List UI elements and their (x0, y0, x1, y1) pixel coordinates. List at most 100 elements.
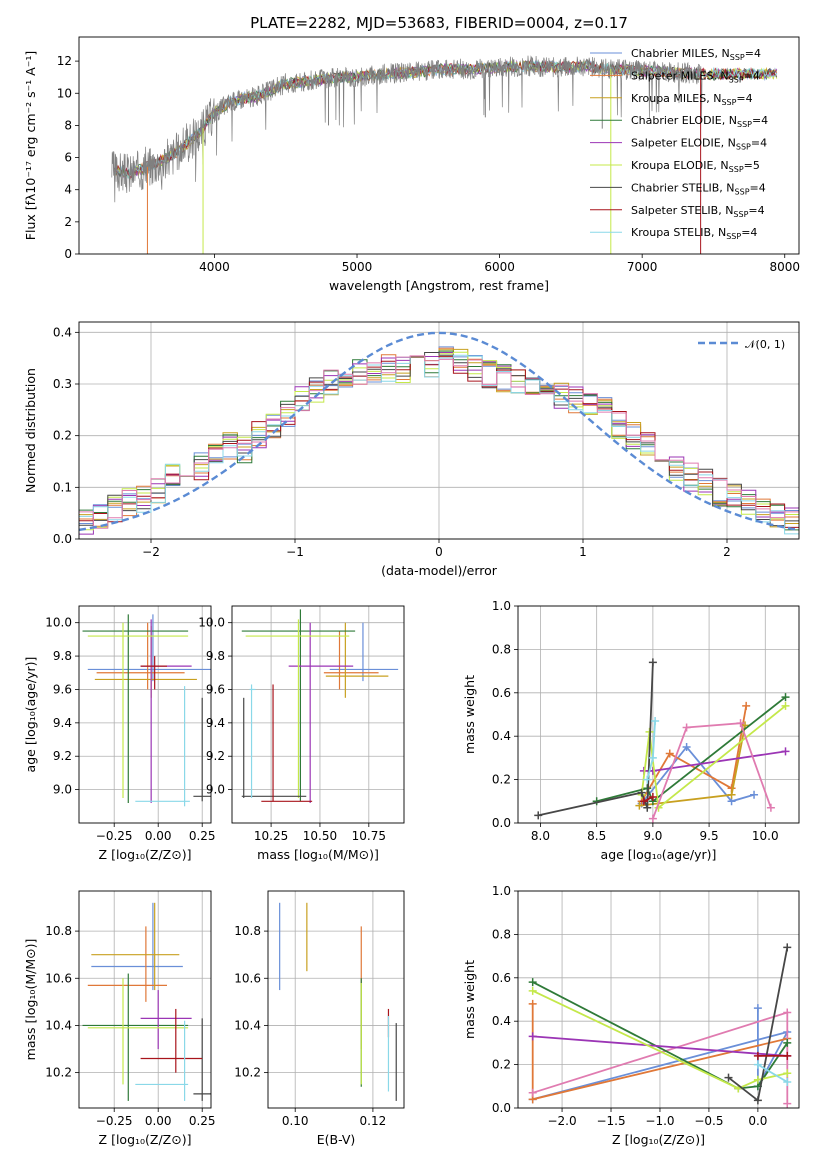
legend-subscript: SSP (729, 75, 744, 84)
legend-suffix: =5 (744, 159, 760, 172)
legend-text: Kroupa STELIB, N (631, 226, 726, 239)
y-tick-label: 10.4 (234, 1018, 261, 1032)
y-tick-label: 1.0 (492, 599, 511, 613)
weight-marker (534, 811, 543, 820)
y-tick-label: 9.2 (53, 749, 72, 763)
legend-subscript: SSP (737, 120, 752, 129)
y-tick-label: 2 (64, 215, 72, 229)
axes-frame (267, 890, 405, 1109)
weight-marker (528, 978, 537, 987)
axes-frame (231, 605, 405, 824)
y-tick-label: 0.4 (53, 325, 72, 339)
x-tick-label: −0.25 (96, 1114, 133, 1128)
weight-marker (783, 1099, 792, 1108)
x-tick-label: 4000 (199, 260, 230, 274)
y-tick-label: 0.4 (492, 729, 511, 743)
legend-entry: Kroupa ELODIE, NSSP=5 (631, 159, 760, 174)
legend-entry: Kroupa MILES, NSSP=4 (631, 92, 753, 107)
y-tick-label: 0.2 (53, 429, 72, 443)
weight-marker (783, 1069, 792, 1078)
x-tick-label: 2 (723, 545, 731, 559)
axes-frame (78, 890, 212, 1109)
x-tick-label: 8.5 (587, 829, 606, 843)
plot-area (79, 331, 799, 535)
x-tick-label: 9.0 (643, 829, 662, 843)
y-tick-label: 0.0 (53, 532, 72, 546)
legend-suffix: =4 (752, 114, 768, 127)
weight-marker (648, 753, 657, 762)
weight-marker (766, 803, 775, 812)
weight-marker (783, 1077, 792, 1086)
weight-line (757, 1063, 788, 1083)
weight-marker (648, 792, 657, 801)
legend-entry: Salpeter MILES, NSSP=4 (631, 69, 760, 84)
x-tick-label: 8000 (769, 260, 800, 274)
x-axis-label: (data-model)/error (381, 563, 498, 578)
x-axis-label: Z [log₁₀(Z/Z⊙)] (99, 1132, 192, 1147)
legend-text: Salpeter STELIB, N (631, 204, 733, 217)
x-axis-label: mass [log₁₀(M/M⊙)] (257, 847, 379, 862)
legend-text: Chabrier ELODIE, N (631, 114, 737, 127)
weight-line (652, 722, 772, 820)
x-tick-label: −1.5 (596, 1114, 625, 1128)
legend-suffix: =4 (736, 92, 752, 105)
y-tick-label: 10.2 (234, 1066, 261, 1080)
axes-frame (78, 605, 212, 824)
x-tick-label: 0.12 (360, 1114, 387, 1128)
weight-marker (528, 1088, 537, 1097)
panel-spectrum: 4000 5000 6000 7000 8000 0 2 4 6 8 10 12 wavelength … (23, 14, 800, 293)
y-tick-label: 10.4 (45, 1018, 72, 1032)
legend-text: Kroupa MILES, N (631, 92, 721, 105)
plot-area (279, 902, 397, 1101)
y-tick-label: 10.6 (45, 971, 72, 985)
y-axis-label: Normed distribution (23, 368, 38, 493)
plot-area (528, 943, 792, 1108)
axes-frame (517, 605, 800, 824)
weight-marker (781, 701, 790, 710)
legend-subscript: SSP (730, 53, 745, 62)
weight-marker (528, 986, 537, 995)
panel-residuals: −2 −1 0 1 2 0.0 0.1 0.2 0.3 0.4 (data-model)/error… (23, 321, 800, 578)
chart-title: PLATE=2282, MJD=53683, FIBERID=0004, z=0… (250, 14, 628, 32)
weight-line (538, 662, 654, 817)
legend-text: Chabrier STELIB, N (631, 181, 735, 194)
x-axis-label: Z [log₁₀(Z/Z⊙)] (612, 1132, 705, 1147)
x-axis-label: wavelength [Angstrom, rest frame] (329, 278, 549, 293)
legend-suffix: =4 (750, 181, 766, 194)
weight-marker (635, 801, 644, 810)
panel-Z-mass: −0.25 0.00 0.25 10.2 10.4 10.6 10.8 Z [log₁₀(Z/… (23, 890, 216, 1147)
legend-suffix: =4 (745, 47, 761, 60)
weight-marker (648, 814, 657, 823)
y-axis-label: mass weight (462, 960, 477, 1039)
y-tick-label: 9.4 (53, 716, 72, 730)
weight-marker (682, 723, 691, 732)
weight-marker (783, 1008, 792, 1017)
weight-marker (753, 1075, 762, 1084)
x-tick-label: 10.0 (752, 829, 779, 843)
legend-text: Kroupa ELODIE, N (631, 159, 729, 172)
weight-line (532, 1008, 790, 1101)
weight-marker (528, 999, 537, 1008)
legend-entry: Salpeter STELIB, NSSP=4 (631, 204, 765, 219)
y-tick-label: 8 (64, 118, 72, 132)
weight-marker (637, 788, 646, 797)
weight-marker (750, 790, 759, 799)
y-axis-label: Flux [fλ10⁻¹⁷ erg cm⁻² s⁻¹ A⁻¹] (23, 51, 38, 240)
legend-subscript: SSP (721, 98, 736, 107)
x-tick-label: 8.0 (531, 829, 550, 843)
x-tick-label: −2 (142, 545, 160, 559)
y-tick-label: 0.3 (53, 377, 72, 391)
x-tick-label: 10.75 (352, 829, 386, 843)
y-tick-label: 0.1 (53, 480, 72, 494)
legend-entry: Chabrier STELIB, NSSP=4 (631, 181, 766, 196)
x-tick-label: 0.00 (145, 829, 172, 843)
weight-marker (651, 717, 660, 726)
weight-marker (727, 790, 736, 799)
data-line (111, 55, 703, 203)
histogram (79, 355, 799, 529)
legend-subscript: SSP (735, 187, 750, 196)
weight-line (640, 705, 748, 802)
y-tick-label: 9.8 (206, 649, 225, 663)
